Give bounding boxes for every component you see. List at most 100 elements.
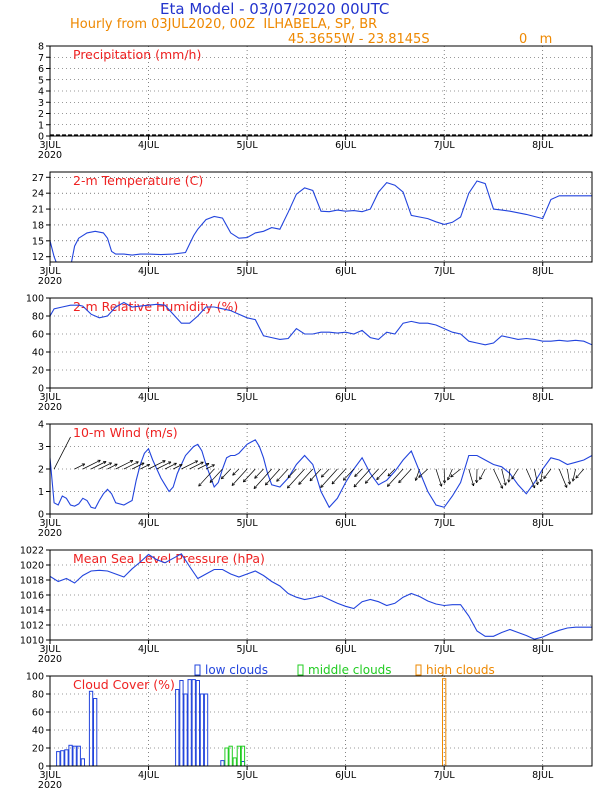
x-tick-label: 4JUL — [138, 770, 160, 781]
panel-title: 2-m Temperature (C) — [73, 173, 203, 188]
wind-arrow — [107, 463, 118, 470]
wind-arrow — [309, 468, 322, 482]
wind-arrow-head — [511, 476, 515, 480]
series-line-wind — [50, 439, 592, 510]
cloud-bar — [187, 679, 192, 767]
wind-arrow-head — [571, 478, 575, 482]
y-tick-label: 12 — [32, 252, 44, 263]
cloud-bar — [72, 745, 77, 767]
wind-arrow-head — [173, 462, 177, 466]
x-tick-label: 3JUL — [39, 644, 61, 655]
y-tick-label: 5 — [38, 75, 44, 86]
wind-arrow — [197, 463, 210, 470]
wind-arrow — [276, 468, 289, 482]
wind-arrow-head — [287, 474, 291, 479]
wind-arrow-head — [253, 485, 257, 490]
wind-arrow — [231, 468, 248, 486]
wind-arrow-head — [232, 472, 236, 476]
wind-arrow-head — [206, 463, 210, 467]
x-tick-label: 7JUL — [434, 518, 456, 529]
y-tick-label: 1012 — [20, 621, 44, 632]
wind-arrow — [156, 461, 172, 470]
wind-arrow — [354, 468, 363, 477]
wind-arrow-head — [129, 460, 134, 464]
wind-arrow — [415, 468, 420, 481]
x-tick-label: 6JUL — [335, 518, 357, 529]
panel-temp: 3JUL 4JUL 5JUL 6JUL 7JUL 8JUL 2020 12 15 18 21 24 27… — [32, 171, 593, 287]
x-tick-label: 6JUL — [335, 392, 357, 403]
wind-arrow — [331, 468, 346, 485]
wind-arrow — [221, 468, 231, 480]
wind-arrow — [53, 436, 71, 470]
x-tick-label: 4JUL — [138, 392, 160, 403]
y-tick-label: 1016 — [20, 591, 44, 602]
panel-frame — [49, 45, 593, 137]
y-tick-label: 27 — [32, 173, 44, 184]
x-tick-label: 8JUL — [532, 518, 554, 529]
panel-frame — [49, 297, 593, 389]
wind-arrow-head — [567, 481, 572, 485]
wind-arrow-head — [211, 464, 215, 468]
wind-arrow — [450, 468, 461, 478]
y-tick-label: 4 — [38, 420, 44, 431]
x-tick-label: 7JUL — [434, 266, 456, 277]
cloud-bar — [199, 693, 205, 767]
wind-arrow-head — [479, 476, 483, 480]
wind-arrow-head — [471, 482, 475, 487]
y-tick-label: 1 — [38, 487, 44, 498]
wind-arrow-head — [543, 475, 547, 480]
cloud-bar — [56, 751, 61, 767]
legend-swatch — [415, 664, 422, 676]
wind-arrow — [343, 468, 355, 481]
x-tick-label: 8JUL — [532, 770, 554, 781]
x-tick-label: 8JUL — [532, 644, 554, 655]
cloud-bar — [236, 745, 241, 767]
panel-frame — [49, 171, 593, 263]
meteogram-subtitle: Hourly from 03JUL2020, 00Z ILHABELA, SP,… — [70, 17, 378, 32]
x-tick-label: 8JUL — [532, 140, 554, 151]
y-tick-label: 0 — [38, 132, 44, 143]
y-tick-label: 0 — [38, 510, 44, 521]
wind-arrow-head — [398, 479, 402, 484]
series-line-rh — [50, 301, 592, 346]
wind-arrow-head — [575, 475, 579, 479]
y-tick-label: 100 — [26, 294, 44, 305]
wind-arrow — [508, 468, 511, 483]
x-year-label: 2020 — [38, 276, 62, 287]
series-line-temp — [50, 180, 592, 262]
panel-frame — [49, 675, 593, 767]
legend-entry: high clouds — [426, 663, 495, 677]
wind-arrow — [164, 462, 177, 470]
wind-arrow-head — [342, 477, 347, 481]
cloud-bar — [183, 693, 188, 767]
wind-arrow — [447, 468, 453, 481]
wind-arrow — [189, 461, 204, 470]
wind-arrow-head — [418, 474, 422, 478]
cloud-bar — [60, 750, 65, 767]
wind-arrow-head — [474, 479, 479, 483]
wind-arrow-head — [97, 459, 101, 463]
y-tick-label: 3 — [38, 442, 44, 453]
y-tick-label: 6 — [38, 64, 44, 75]
cloud-bar — [68, 744, 73, 767]
wind-arrow — [148, 460, 166, 470]
cloud-bar — [191, 679, 196, 767]
y-tick-label: 4 — [38, 87, 44, 98]
cloud-bar — [220, 760, 225, 767]
wind-arrow-head — [114, 463, 118, 467]
y-tick-label: 80 — [32, 690, 44, 701]
wind-arrow — [209, 468, 223, 483]
y-tick-label: 1014 — [20, 606, 44, 617]
y-tick-label: 80 — [32, 312, 44, 323]
wind-arrow-head — [254, 475, 258, 479]
x-year-label: 2020 — [38, 402, 62, 413]
x-tick-label: 3JUL — [39, 140, 61, 151]
wind-arrow-head — [141, 462, 145, 466]
wind-arrow — [540, 468, 544, 482]
wind-arrow — [435, 468, 442, 487]
x-tick-label: 4JUL — [138, 644, 160, 655]
panel-rh: 3JUL 4JUL 5JUL 6JUL 7JUL 8JUL 2020 0 20 40 60 80 100… — [26, 294, 593, 413]
wind-arrow-head — [447, 477, 451, 481]
x-tick-label: 5JUL — [237, 518, 259, 529]
